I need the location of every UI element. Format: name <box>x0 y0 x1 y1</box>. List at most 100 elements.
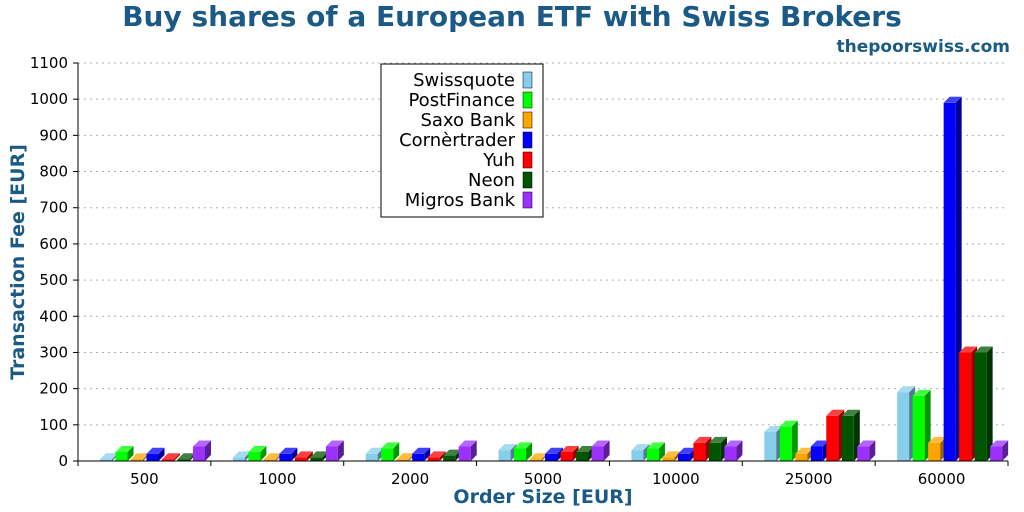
bar-top <box>897 386 916 393</box>
bar-side <box>127 445 134 461</box>
bar <box>232 451 251 461</box>
bar <box>100 453 118 461</box>
legend-label: Swissquote <box>413 70 515 91</box>
y-tick-label: 100 <box>39 416 68 434</box>
bar-top <box>193 440 211 447</box>
bar-front <box>591 446 604 461</box>
legend-swatch <box>522 71 533 89</box>
bar <box>560 445 579 461</box>
bar-front <box>146 453 159 461</box>
bar-side <box>526 442 533 461</box>
x-tick-label: 500 <box>130 470 159 488</box>
bar <box>576 445 595 461</box>
bar-top <box>100 453 118 460</box>
bar-top <box>458 440 477 447</box>
y-tick-label: 900 <box>39 126 68 144</box>
bar-top <box>841 409 860 416</box>
bar-top <box>724 440 743 447</box>
bar-front <box>724 446 737 461</box>
x-tick-label: 25000 <box>785 470 833 488</box>
bar-front <box>325 446 338 461</box>
bar <box>162 453 180 461</box>
bar-top <box>779 420 798 427</box>
bar-front <box>279 453 292 461</box>
bar-front <box>263 459 276 461</box>
legend-swatch <box>522 151 533 169</box>
bar-front <box>232 457 245 461</box>
bar-top <box>443 449 462 456</box>
bar <box>514 442 533 461</box>
bar-top <box>959 346 978 353</box>
x-tick-label: 10000 <box>652 470 700 488</box>
bar-front <box>779 426 792 461</box>
bar-side <box>306 451 313 461</box>
bar <box>310 451 329 461</box>
legend-swatch <box>522 191 533 209</box>
bar <box>443 449 462 461</box>
bar-front <box>677 453 690 461</box>
bar <box>764 426 783 461</box>
bar <box>325 440 344 461</box>
bar-top <box>974 346 993 353</box>
bar <box>591 440 610 461</box>
bar-top <box>810 440 829 447</box>
bar-side <box>424 447 431 461</box>
bar-top <box>232 451 251 458</box>
legend-label: Yuh <box>482 150 515 171</box>
bar <box>826 409 845 461</box>
bar <box>545 447 564 461</box>
bar-top <box>560 445 579 452</box>
bar <box>498 444 517 461</box>
bar-side <box>791 420 798 461</box>
bar <box>177 453 196 461</box>
bar-side <box>736 440 743 461</box>
bar-front <box>560 451 573 461</box>
bar-front <box>412 453 425 461</box>
legend-label: Neon <box>468 170 515 191</box>
bar <box>724 440 743 461</box>
bar <box>677 447 696 461</box>
x-tick-label: 5000 <box>524 470 562 488</box>
x-axis-label: Order Size [EUR] <box>453 486 632 508</box>
bar-front <box>646 448 659 461</box>
bar-side <box>174 453 180 461</box>
bar-front <box>365 453 378 461</box>
bar-top <box>662 451 681 458</box>
bar-top <box>279 447 298 454</box>
bar <box>248 445 267 461</box>
bar-top <box>294 451 313 458</box>
bar-top <box>529 453 548 460</box>
bar <box>365 447 384 461</box>
bar-front <box>514 448 527 461</box>
bar-top <box>912 389 931 396</box>
bar-front <box>974 352 987 461</box>
bar-top <box>646 442 665 449</box>
bar-top <box>325 440 344 447</box>
legend-swatch <box>522 111 533 129</box>
bar-top <box>857 440 876 447</box>
bar-top <box>427 451 446 458</box>
bar-side <box>260 445 267 461</box>
bar-front <box>131 459 143 461</box>
bar-top <box>795 447 814 454</box>
axes: 0 100 200 300 400 500 600 700 800 900 1000 1100 500 1… <box>30 54 1009 488</box>
bar-top <box>943 96 962 103</box>
bar-front <box>162 459 174 461</box>
bar-side <box>439 451 446 461</box>
bar <box>990 440 1009 461</box>
bar-front <box>115 451 128 461</box>
bar-side <box>658 442 665 461</box>
bar <box>193 440 211 461</box>
bar-top <box>591 440 610 447</box>
bar <box>396 453 415 461</box>
bar-side <box>869 440 876 461</box>
bar-top <box>131 453 149 460</box>
bar-front <box>857 446 870 461</box>
bar-front <box>708 442 721 461</box>
bar-front <box>693 442 706 461</box>
bar <box>928 436 947 461</box>
bar-front <box>381 448 394 461</box>
bar <box>959 346 978 461</box>
bar-top <box>677 447 696 454</box>
